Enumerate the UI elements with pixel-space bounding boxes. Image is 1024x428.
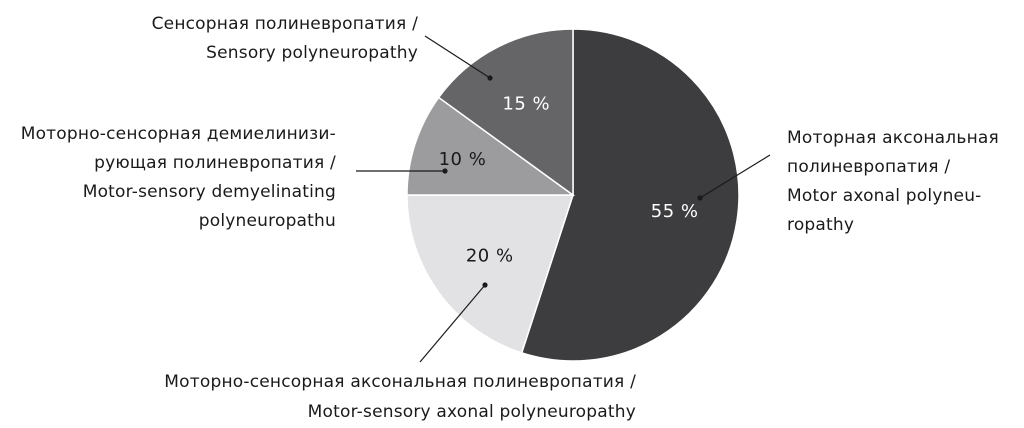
leader-line-1 (419, 284, 486, 363)
slice-label-line: Моторно-сенсорная аксональная полиневроп… (164, 372, 636, 392)
pie-slice-2 (406, 96, 576, 196)
leader-dot-3 (487, 75, 493, 81)
slice-label-line: рующая полиневропатия / (94, 153, 336, 173)
slice-category-label-3: Сенсорная полиневропатия / Sensory polyne… (152, 14, 418, 63)
leader-dot-0 (697, 195, 703, 201)
slice-label-line: Motor-sensory demyelinating (83, 182, 336, 202)
slice-label-line: Sensory polyneuropathy (206, 43, 418, 63)
slice-value-label-1: 20 % (466, 245, 514, 266)
pie-slice-3 (437, 28, 574, 197)
leader-line-0 (699, 154, 771, 199)
leader-lines (356, 35, 771, 363)
slice-value-label-3: 15 % (502, 93, 550, 114)
slice-label-line: Сенсорная полиневропатия / (152, 14, 418, 34)
slice-label-line: Motor axonal polyneu- (787, 186, 982, 206)
slice-value-label-2: 10 % (439, 149, 487, 170)
leader-dot-2 (442, 168, 448, 174)
pie-slice-0 (520, 28, 740, 362)
slice-category-label-0: Моторная аксональная полиневропатия / Moto… (787, 128, 999, 235)
leader-dot-1 (482, 282, 488, 288)
slice-label-line: ropathy (787, 215, 854, 235)
slice-label-line: Моторная аксональная (787, 128, 999, 148)
slice-label-line: полиневропатия / (787, 157, 950, 177)
slice-value-labels: 55 % 20 % 10 % 15 % (439, 93, 699, 266)
pie-slice-1 (406, 194, 575, 354)
leader-line-3 (424, 35, 491, 79)
slice-label-line: polyneuropathu (199, 211, 336, 231)
pie-slices (406, 28, 740, 362)
slice-label-line: Motor-sensory axonal polyneuropathy (308, 402, 636, 422)
slice-category-labels: Моторная аксональная полиневропатия / Moto… (21, 14, 999, 422)
slice-value-label-0: 55 % (651, 201, 699, 222)
slice-label-line: Моторно-сенсорная демиелинизи- (21, 124, 336, 144)
slice-category-label-2: Моторно-сенсорная демиелинизи-рующая пол… (21, 124, 336, 231)
slice-category-label-1: Моторно-сенсорная аксональная полиневроп… (164, 372, 636, 422)
